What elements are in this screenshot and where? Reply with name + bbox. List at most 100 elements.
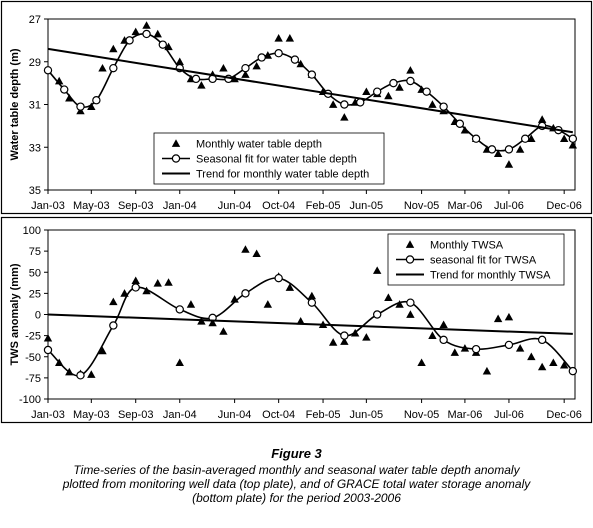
data-point-monthly-water-table-depth xyxy=(340,113,349,121)
data-point-monthly-water-table-depth xyxy=(175,57,184,66)
x-tick-label: Jan-04 xyxy=(163,409,197,421)
data-point-seasonal-fit-for-water-table-depth xyxy=(158,40,167,49)
data-point-monthly-water-table-depth xyxy=(274,34,283,42)
data-point-seasonal-fit-for-twsa xyxy=(109,321,118,330)
data-point-monthly-twsa xyxy=(109,297,118,306)
data-point-seasonal-fit-for-water-table-depth xyxy=(504,145,514,154)
data-point-monthly-twsa xyxy=(417,358,426,367)
data-point-seasonal-fit-for-water-table-depth xyxy=(406,76,415,86)
data-point-seasonal-fit-for-water-table-depth xyxy=(109,63,118,73)
x-tick-label: Oct-04 xyxy=(262,200,295,212)
data-point-monthly-twsa xyxy=(285,283,295,291)
data-point-seasonal-fit-for-water-table-depth xyxy=(290,55,300,64)
y-tick-label: 50 xyxy=(29,267,41,279)
data-point-seasonal-fit-for-water-table-depth xyxy=(471,134,481,143)
data-point-monthly-water-table-depth xyxy=(504,160,514,168)
data-point-monthly-water-table-depth xyxy=(131,27,140,36)
data-point-seasonal-fit-for-water-table-depth xyxy=(257,53,266,62)
y-tick-label: -75 xyxy=(25,373,41,385)
legend-box xyxy=(153,132,385,185)
data-point-seasonal-fit-for-twsa xyxy=(537,335,547,345)
x-tick-label: Dec-06 xyxy=(546,200,581,212)
data-point-seasonal-fit-for-water-table-depth xyxy=(92,96,101,105)
data-point-seasonal-fit-for-water-table-depth xyxy=(568,134,578,143)
data-point-monthly-water-table-depth xyxy=(153,29,162,38)
data-point-monthly-water-table-depth xyxy=(384,91,393,100)
x-tick-label: Jun-05 xyxy=(350,200,384,212)
data-point-monthly-twsa xyxy=(328,338,338,346)
data-point-seasonal-fit-for-water-table-depth xyxy=(274,49,283,58)
legend-marker xyxy=(405,240,415,248)
data-point-monthly-twsa xyxy=(439,320,448,328)
data-point-seasonal-fit-for-twsa xyxy=(504,340,514,350)
bottom-plate-frame xyxy=(0,216,593,424)
legend-label: Monthly water table depth xyxy=(196,139,322,151)
data-point-monthly-twsa xyxy=(263,300,273,308)
legend-marker xyxy=(171,154,181,163)
x-tick-label: Feb-05 xyxy=(306,409,341,421)
data-point-seasonal-fit-for-twsa xyxy=(340,331,349,340)
data-point-monthly-water-table-depth xyxy=(537,115,547,123)
data-point-monthly-twsa xyxy=(428,331,437,339)
y-tick-label: 100 xyxy=(23,225,41,237)
data-point-monthly-water-table-depth xyxy=(285,34,295,42)
data-point-seasonal-fit-for-twsa xyxy=(175,305,184,314)
data-point-monthly-twsa xyxy=(515,344,525,352)
x-tick-label: Sep-03 xyxy=(118,409,153,421)
data-point-monthly-twsa xyxy=(252,249,261,258)
data-point-monthly-water-table-depth xyxy=(493,149,503,158)
data-point-monthly-twsa xyxy=(340,337,349,345)
data-point-seasonal-fit-for-water-table-depth xyxy=(520,134,530,143)
y-tick-label: 0 xyxy=(35,310,41,322)
data-point-seasonal-fit-for-water-table-depth xyxy=(439,102,448,111)
data-point-monthly-twsa xyxy=(372,266,382,274)
data-point-seasonal-fit-for-twsa xyxy=(241,289,250,298)
data-point-seasonal-fit-for-water-table-depth xyxy=(241,63,250,73)
data-point-seasonal-fit-for-twsa xyxy=(439,335,448,345)
y-axis-label: Water table depth (m) xyxy=(9,48,21,160)
x-tick-label: Oct-04 xyxy=(262,409,295,421)
data-point-monthly-water-table-depth xyxy=(219,63,228,72)
data-point-monthly-twsa xyxy=(98,346,107,355)
data-point-monthly-water-table-depth xyxy=(142,21,151,29)
data-point-seasonal-fit-for-water-table-depth xyxy=(340,100,349,109)
y-tick-label: -25 xyxy=(25,331,41,343)
data-point-seasonal-fit-for-twsa xyxy=(307,298,317,307)
data-point-monthly-water-table-depth xyxy=(428,100,437,108)
data-point-monthly-twsa xyxy=(208,318,217,327)
data-point-seasonal-fit-for-twsa xyxy=(43,345,53,355)
legend-label: Trend for monthly water table depth xyxy=(196,169,369,181)
x-tick-label: Mar-06 xyxy=(447,409,482,421)
data-point-monthly-water-table-depth xyxy=(395,83,404,91)
bottom-plate-plot: 100 75 50 25 0 -25 -50 -75 -100 Jan-03 May-03 Sep-0… xyxy=(9,225,582,421)
data-point-seasonal-fit-for-water-table-depth xyxy=(76,102,85,111)
data-point-monthly-twsa xyxy=(142,286,151,295)
legend-marker xyxy=(171,139,181,147)
y-tick-label: 35 xyxy=(29,185,41,197)
data-point-seasonal-fit-for-water-table-depth xyxy=(191,74,201,84)
data-point-seasonal-fit-for-water-table-depth xyxy=(142,29,151,39)
x-tick-label: Jan-03 xyxy=(31,200,65,212)
data-point-monthly-twsa xyxy=(406,310,415,318)
data-point-monthly-twsa xyxy=(537,362,547,371)
data-point-monthly-twsa xyxy=(362,333,371,341)
data-point-monthly-twsa xyxy=(164,278,173,286)
series-line-seasonal-fit-for-twsa xyxy=(47,277,574,377)
data-point-monthly-twsa xyxy=(296,317,305,325)
data-point-monthly-twsa xyxy=(219,327,228,335)
x-tick-label: Nov-05 xyxy=(404,409,439,421)
data-point-seasonal-fit-for-twsa xyxy=(372,310,382,319)
data-point-seasonal-fit-for-twsa xyxy=(406,298,415,307)
x-tick-label: Jun-04 xyxy=(218,409,252,421)
data-point-monthly-water-table-depth xyxy=(241,70,250,78)
data-point-seasonal-fit-for-water-table-depth xyxy=(60,85,69,94)
y-tick-label: 25 xyxy=(29,288,41,300)
data-point-monthly-water-table-depth xyxy=(109,44,118,53)
y-tick-label: 33 xyxy=(29,142,41,154)
data-point-seasonal-fit-for-twsa xyxy=(76,371,85,380)
x-tick-label: Jul-06 xyxy=(494,409,524,421)
data-point-seasonal-fit-for-water-table-depth xyxy=(307,70,317,79)
data-point-seasonal-fit-for-water-table-depth xyxy=(43,66,53,75)
data-point-monthly-water-table-depth xyxy=(527,134,536,143)
legend-label: Trend for monthly TWSA xyxy=(430,270,551,282)
